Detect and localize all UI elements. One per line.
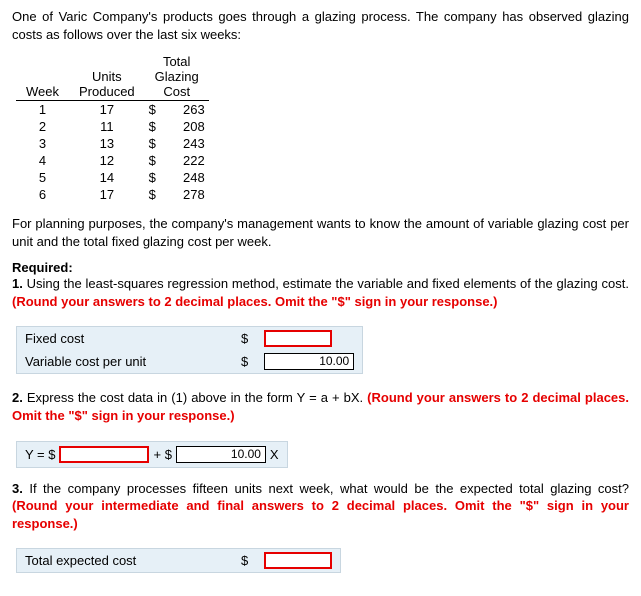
q3-num: 3.: [12, 481, 23, 496]
fixed-cost-input[interactable]: [264, 330, 332, 347]
cell-units: 17: [69, 101, 145, 119]
q2-body: Express the cost data in (1) above in th…: [27, 390, 363, 405]
a-value-input[interactable]: [59, 446, 149, 463]
intro-text: One of Varic Company's products goes thr…: [12, 8, 629, 43]
cell-cost: 222: [160, 152, 209, 169]
q1-text: 1. Using the least-squares regression me…: [12, 275, 629, 310]
cell-week: 3: [16, 135, 69, 152]
cell-cost: 278: [160, 186, 209, 203]
variable-cost-label: Variable cost per unit: [17, 350, 233, 373]
cell-dollar: $: [145, 152, 160, 169]
total-expected-label: Total expected cost: [17, 549, 233, 572]
cell-cost: 248: [160, 169, 209, 186]
q2-text: 2. Express the cost data in (1) above in…: [12, 389, 629, 424]
col-week: Week: [16, 53, 69, 101]
q3-answer-panel: Total expected cost $: [16, 548, 341, 573]
table-row: 117$263: [16, 101, 209, 119]
cell-week: 1: [16, 101, 69, 119]
table-row: 617$278: [16, 186, 209, 203]
q1-body: Using the least-squares regression metho…: [27, 276, 629, 291]
q1-answer-panel: Fixed cost $ Variable cost per unit $ 10…: [16, 326, 363, 374]
cell-week: 4: [16, 152, 69, 169]
cell-cost: 208: [160, 118, 209, 135]
q1-num: 1.: [12, 276, 23, 291]
cell-dollar: $: [145, 135, 160, 152]
cell-dollar: $: [145, 118, 160, 135]
total-expected-input[interactable]: [264, 552, 332, 569]
dollar-sign: $: [233, 350, 256, 373]
fixed-cost-label: Fixed cost: [17, 327, 233, 350]
col-cost: TotalGlazingCost: [145, 53, 209, 101]
q3-body: If the company processes fifteen units n…: [29, 481, 629, 496]
cell-cost: 263: [160, 101, 209, 119]
variable-cost-input[interactable]: 10.00: [264, 353, 354, 370]
cell-week: 5: [16, 169, 69, 186]
cell-units: 14: [69, 169, 145, 186]
cell-dollar: $: [145, 101, 160, 119]
table-row: 412$222: [16, 152, 209, 169]
y-equals-label: Y = $: [25, 447, 55, 462]
planning-text: For planning purposes, the company's man…: [12, 215, 629, 250]
q3-hint: (Round your intermediate and final answe…: [12, 498, 629, 531]
x-label: X: [270, 447, 279, 462]
table-row: 211$208: [16, 118, 209, 135]
cell-units: 17: [69, 186, 145, 203]
cell-dollar: $: [145, 169, 160, 186]
dollar-sign: $: [233, 327, 256, 350]
dollar-sign: $: [233, 549, 256, 572]
b-value-input[interactable]: 10.00: [176, 446, 266, 463]
cell-units: 13: [69, 135, 145, 152]
q2-answer-panel: Y = $ + $ 10.00 X: [16, 441, 288, 468]
cell-cost: 243: [160, 135, 209, 152]
q3-text: 3. If the company processes fifteen unit…: [12, 480, 629, 533]
q1-hint: (Round your answers to 2 decimal places.…: [12, 294, 498, 309]
col-units: UnitsProduced: [69, 53, 145, 101]
table-row: 313$243: [16, 135, 209, 152]
q2-num: 2.: [12, 390, 23, 405]
cell-dollar: $: [145, 186, 160, 203]
cell-units: 12: [69, 152, 145, 169]
plus-label: + $: [153, 447, 171, 462]
cell-week: 6: [16, 186, 69, 203]
cell-units: 11: [69, 118, 145, 135]
cell-week: 2: [16, 118, 69, 135]
required-label: Required:: [12, 260, 629, 275]
table-row: 514$248: [16, 169, 209, 186]
glazing-data-table: Week UnitsProduced TotalGlazingCost 117$…: [16, 53, 209, 203]
